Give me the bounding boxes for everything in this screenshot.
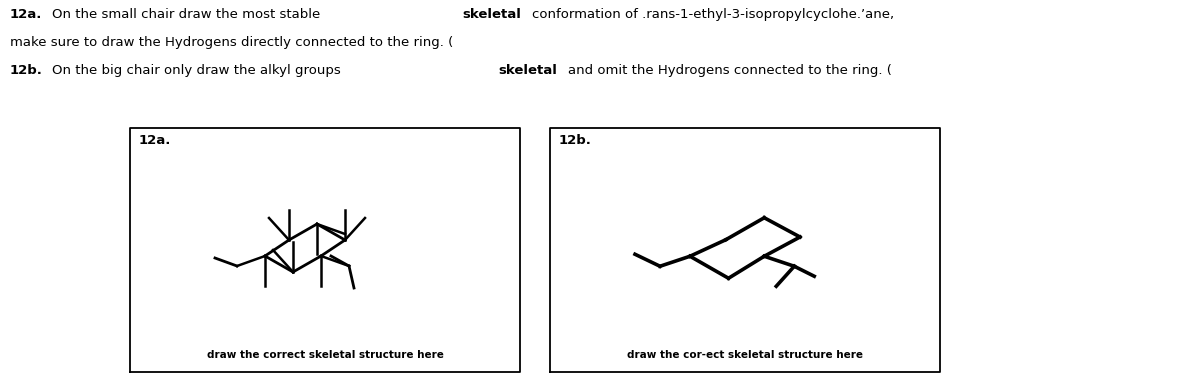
Text: draw the correct skeletal structure here: draw the correct skeletal structure here (206, 350, 444, 360)
Text: 12a.: 12a. (139, 134, 172, 147)
Text: 12a.: 12a. (10, 8, 42, 21)
Text: On the big chair only draw the alkyl groups: On the big chair only draw the alkyl gro… (52, 64, 346, 77)
Text: skeletal: skeletal (462, 8, 521, 21)
Text: make sure to draw the Hydrogens directly connected to the ring. (: make sure to draw the Hydrogens directly… (10, 36, 454, 49)
Text: skeletal: skeletal (498, 64, 557, 77)
Text: and omit the Hydrogens connected to the ring. (: and omit the Hydrogens connected to the … (568, 64, 892, 77)
Text: draw the cor­ect skeletal structure here: draw the cor­ect skeletal structure here (628, 350, 863, 360)
Text: On the small chair draw the most stable: On the small chair draw the most stable (52, 8, 324, 21)
Text: conformation of .rans-1-ethyl-3-isopropylcyclohe.ʼane,: conformation of .rans-1-ethyl-3-isopropy… (532, 8, 894, 21)
Text: 12b.: 12b. (559, 134, 592, 147)
Text: 12b.: 12b. (10, 64, 43, 77)
